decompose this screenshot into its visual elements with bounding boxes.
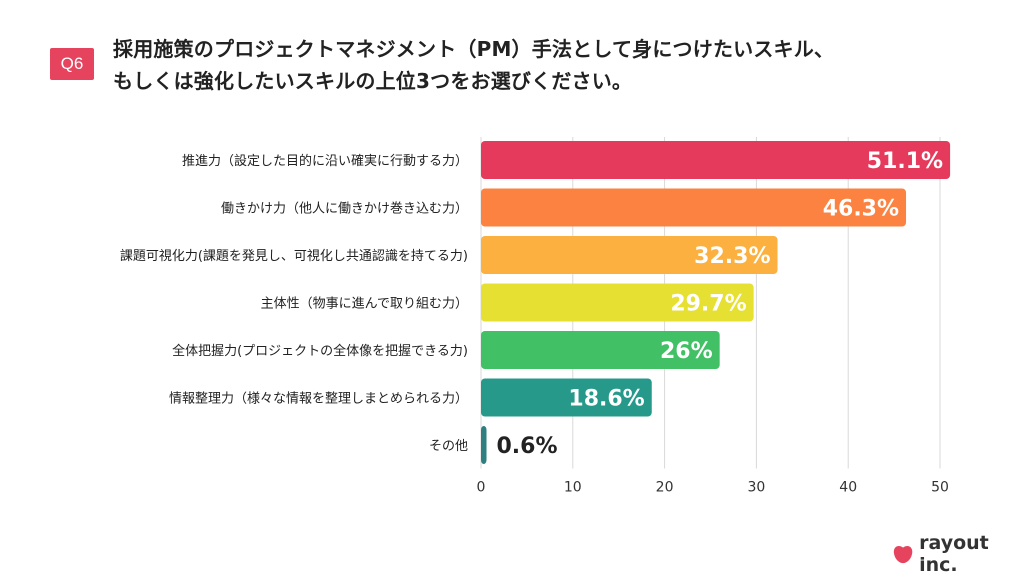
category-label: 課題可視化力(課題を発見し、可視化し共通認識を持てる力) xyxy=(120,248,468,264)
x-tick-label: 20 xyxy=(656,480,674,496)
bar xyxy=(481,378,652,417)
value-label: 46.3% xyxy=(823,197,899,222)
x-tick-label: 10 xyxy=(564,480,582,496)
category-label: その他 xyxy=(429,439,468,454)
value-label: 26% xyxy=(660,339,713,364)
category-label: 働きかけ力（他人に働きかけ巻き込む力） xyxy=(221,202,468,217)
x-tick-label: 30 xyxy=(747,480,765,496)
bar xyxy=(481,426,487,464)
value-label: 32.3% xyxy=(694,244,770,269)
category-labels: 推進力（設定した目的に沿い確実に行動する力） 働きかけ力（他人に働きかけ巻き込む力… xyxy=(120,153,468,454)
value-label: 51.1% xyxy=(867,149,943,174)
bar xyxy=(481,331,720,369)
brand-logo: rayout inc. xyxy=(893,532,1024,576)
value-label: 18.6% xyxy=(568,387,644,412)
brand-name: rayout inc. xyxy=(919,532,989,576)
x-tick-label: 50 xyxy=(931,480,949,496)
category-label: 情報整理力（様々な情報を整理しまとめられる力） xyxy=(169,392,468,407)
category-label: 推進力（設定した目的に沿い確実に行動する力） xyxy=(182,153,468,169)
question-title-line-1: 採用施策のプロジェクトマネジメント（PM）手法として身につけたいスキル、 xyxy=(113,37,835,61)
chart-bars xyxy=(481,141,951,464)
bar xyxy=(481,188,907,227)
value-label: 29.7% xyxy=(670,292,746,317)
x-axis-ticks: 0 10 20 30 40 50 xyxy=(477,480,949,496)
bar xyxy=(481,141,951,179)
value-label: 0.6% xyxy=(497,434,558,459)
bar xyxy=(481,283,754,322)
question-title-line-2: もしくは強化したいスキルの上位3つをお選びください。 xyxy=(113,69,633,93)
category-label: 主体性（物事に進んで取り組む力） xyxy=(261,297,468,312)
bar xyxy=(481,236,778,274)
x-tick-label: 40 xyxy=(839,480,857,496)
question-badge: Q6 xyxy=(50,48,94,80)
category-label: 全体把握力(プロジェクトの全体像を把握できる力) xyxy=(172,343,468,359)
x-tick-label: 0 xyxy=(477,480,486,496)
value-labels: 51.1% 46.3% 32.3% 29.7% 26% 18.6% 0.6% xyxy=(497,149,944,459)
brand-mark-icon xyxy=(893,545,913,564)
